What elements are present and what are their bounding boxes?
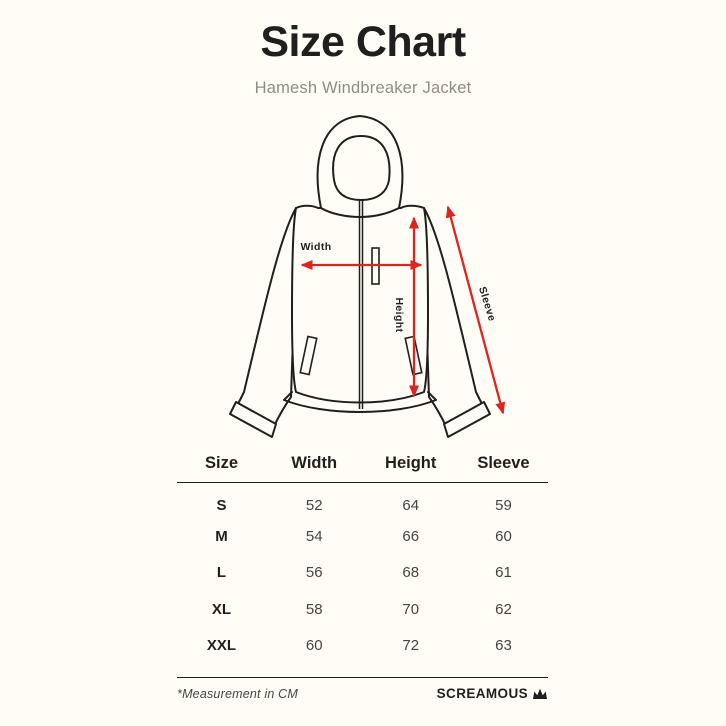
size-table: Size Width Height Sleeve S 52 64 59 M 54… — [177, 446, 548, 663]
height-cell: 66 — [402, 527, 420, 545]
crown-icon — [533, 688, 547, 699]
width-cell: 52 — [305, 496, 323, 514]
page-subtitle: Hamesh Windbreaker Jacket — [254, 79, 472, 97]
page-title: Size Chart — [260, 18, 466, 66]
size-cell: S — [216, 496, 227, 514]
table-row-l: L 56 68 61 — [177, 555, 548, 591]
jacket-left-cuff — [229, 401, 277, 438]
table-row-xl: XL 58 70 62 — [177, 591, 548, 627]
jacket-zipper — [358, 200, 364, 409]
sleeve-cell: 60 — [495, 527, 512, 545]
table-row-m: M 54 66 60 — [177, 518, 548, 554]
jacket-right-sleeve — [423, 207, 483, 427]
width-cell: 56 — [305, 564, 323, 582]
col-header-sleeve: Sleeve — [458, 446, 548, 483]
size-table-header-row: Size Width Height Sleeve — [177, 446, 548, 483]
size-cell: L — [216, 564, 227, 582]
footer: *Measurement in CM SCREAMOUS — [177, 677, 548, 701]
height-arrow-label: Height — [393, 297, 405, 333]
width-cell: 60 — [305, 636, 323, 654]
measurement-note: *Measurement in CM — [177, 686, 299, 701]
height-cell: 64 — [402, 496, 420, 514]
jacket-left-sleeve — [237, 207, 297, 427]
jacket-hem-band — [283, 391, 437, 413]
brand-name: SCREAMOUS — [436, 686, 528, 701]
size-cell: M — [215, 527, 228, 545]
size-cell: XXL — [206, 636, 237, 654]
height-cell: 70 — [402, 600, 420, 618]
jacket-hood-opening — [332, 135, 391, 201]
col-header-height: Height — [362, 446, 459, 483]
size-cell: XL — [211, 600, 232, 618]
brand-logo: SCREAMOUS — [437, 686, 548, 701]
table-row-s: S 52 64 59 — [177, 482, 548, 518]
width-cell: 54 — [305, 527, 323, 545]
col-header-size: Size — [177, 446, 267, 483]
sleeve-cell: 59 — [495, 496, 512, 514]
jacket-left-pocket — [299, 335, 318, 376]
sleeve-cell: 63 — [495, 636, 512, 654]
jacket-illustration — [229, 115, 506, 438]
width-arrow-label: Width — [300, 241, 332, 253]
height-cell: 72 — [402, 636, 420, 654]
sleeve-cell: 62 — [495, 600, 512, 618]
col-header-width: Width — [266, 446, 363, 483]
width-cell: 58 — [305, 600, 323, 618]
sleeve-arrow — [445, 205, 506, 415]
height-cell: 68 — [402, 564, 420, 582]
table-row-xxl: XXL 60 72 63 — [177, 627, 548, 663]
jacket-diagram: Width Height Sleeve — [220, 108, 530, 448]
sleeve-cell: 61 — [495, 564, 512, 582]
